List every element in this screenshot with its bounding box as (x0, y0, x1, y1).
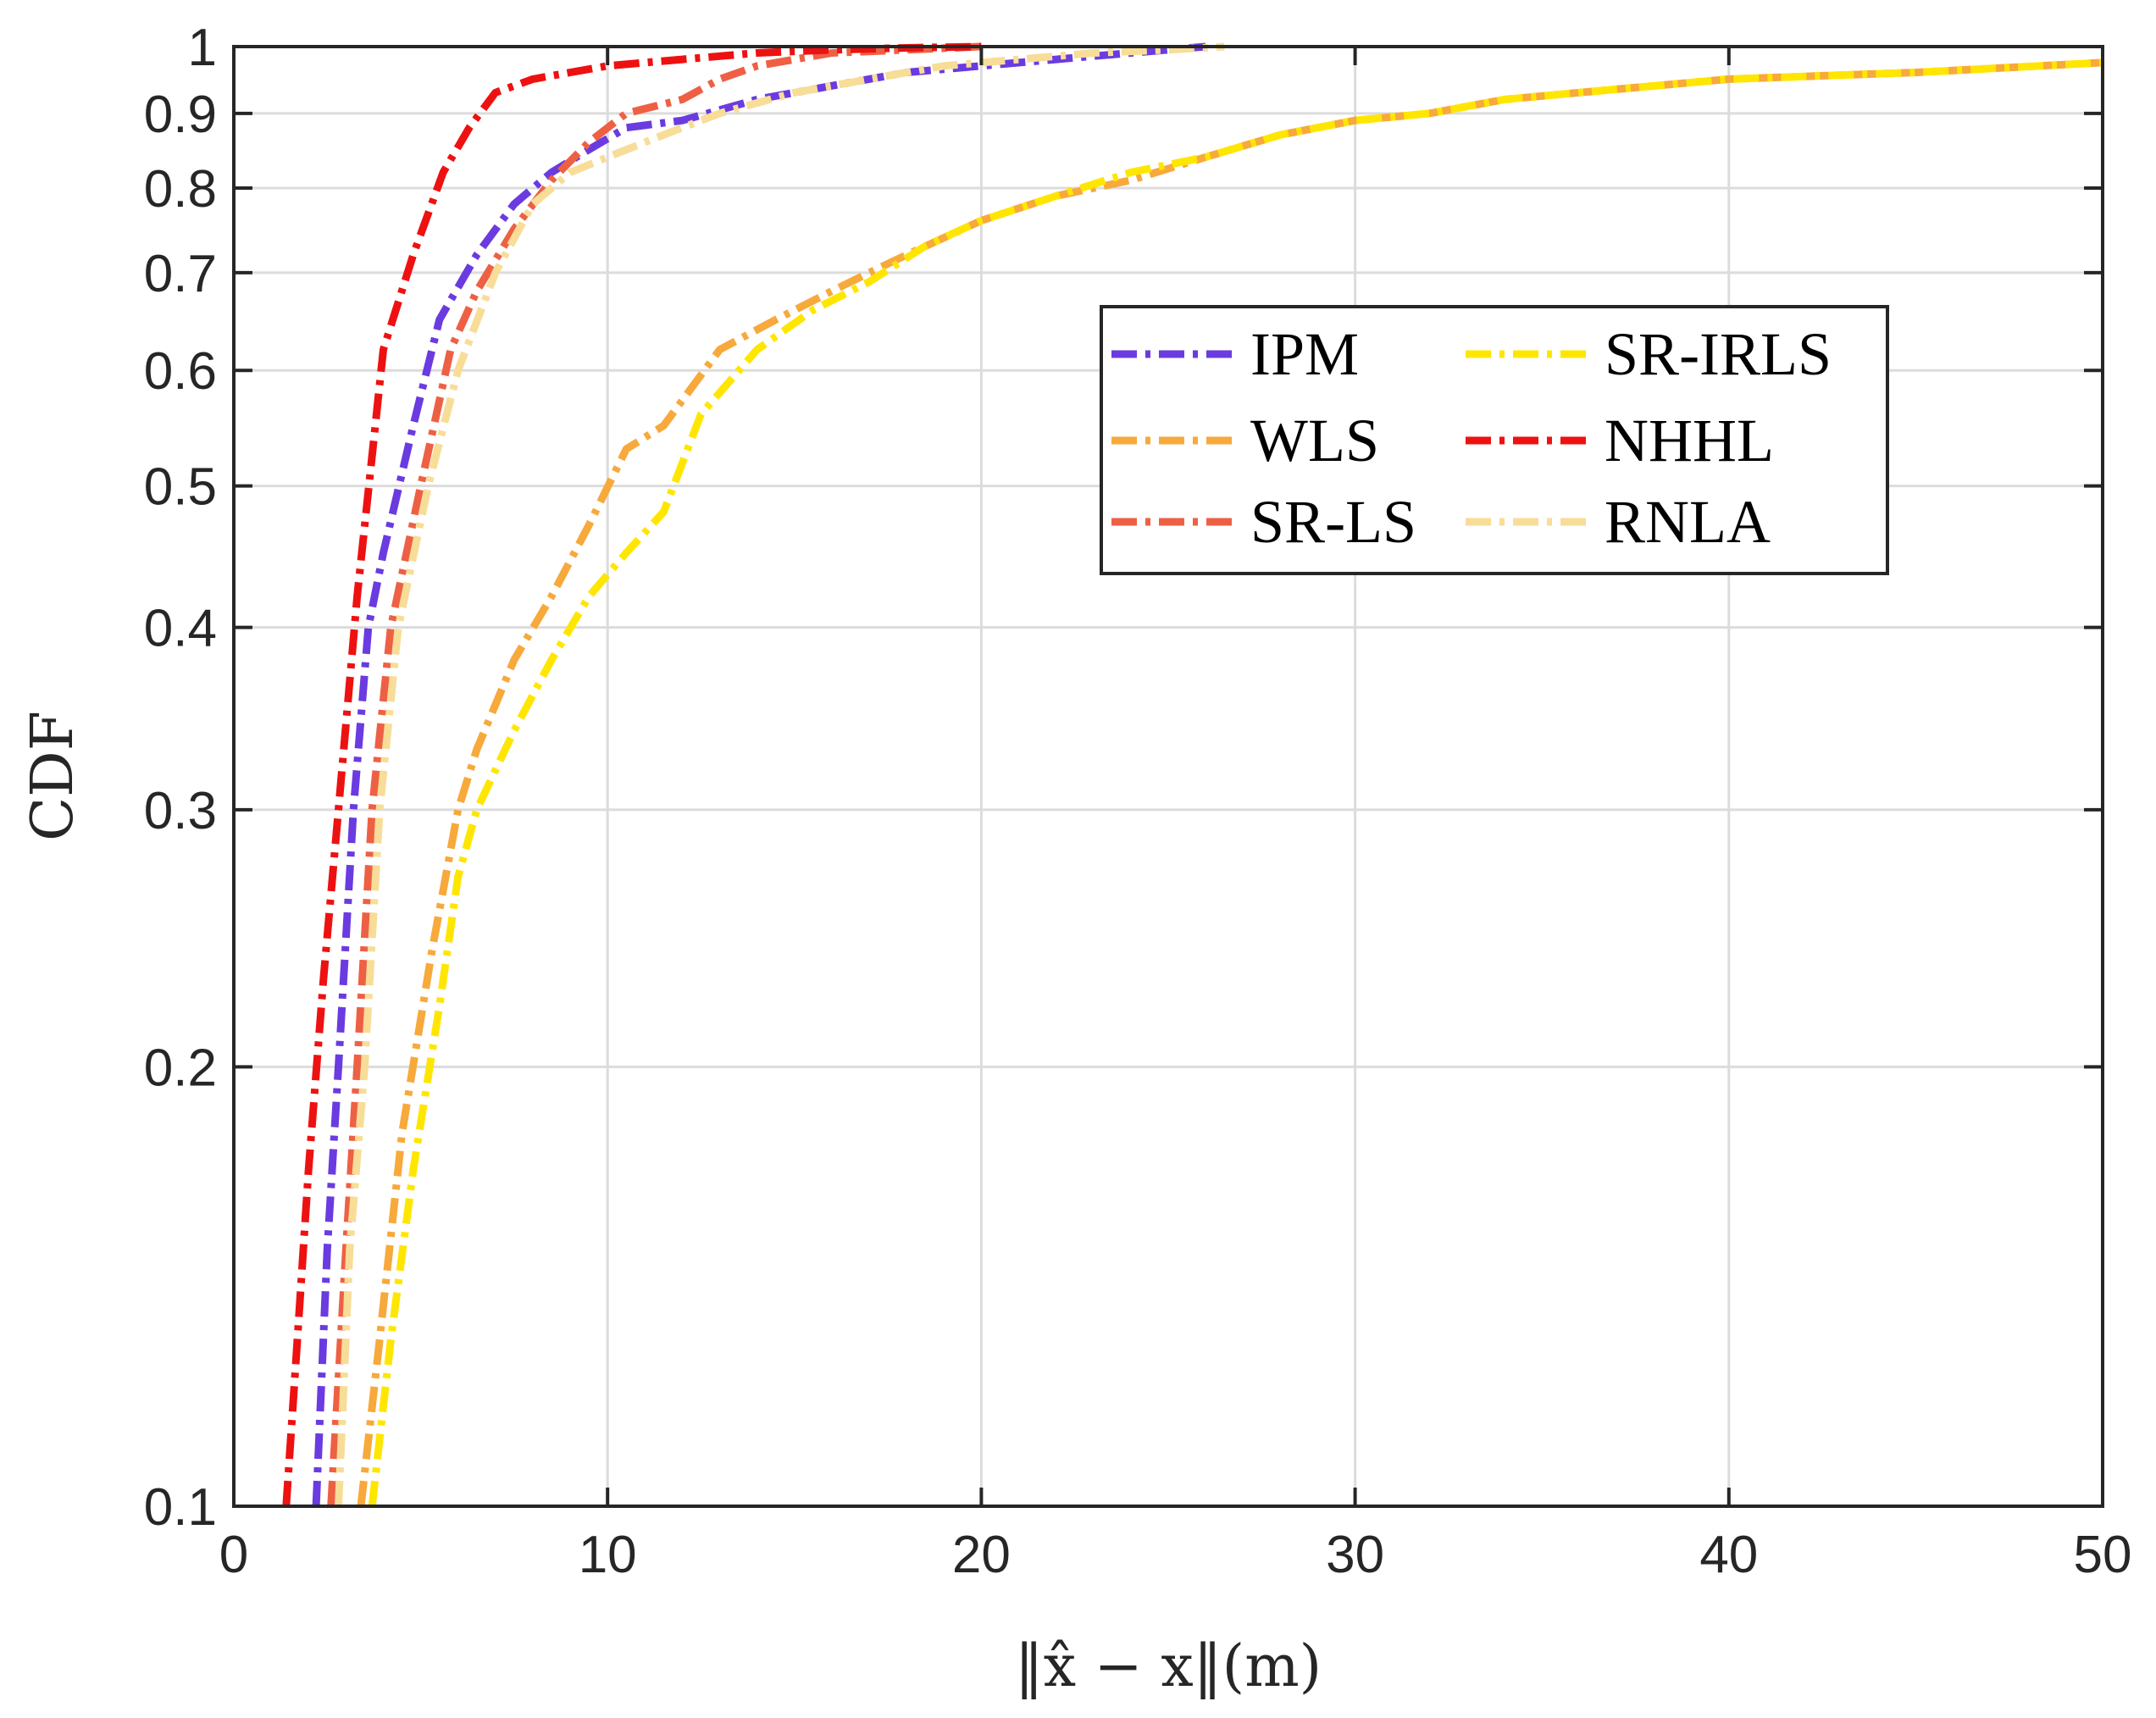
legend-label-sr-irls: SR-IRLS (1605, 320, 1832, 388)
x-axis-label: ‖x̂ − x‖(m) (1015, 1633, 1322, 1700)
y-tick-label: 0.5 (144, 458, 217, 517)
y-tick-label: 0.7 (144, 245, 217, 303)
x-tick-label: 30 (1326, 1526, 1384, 1584)
x-tick-label: 50 (2074, 1526, 2132, 1584)
y-tick-label: 0.1 (144, 1478, 217, 1537)
series-line-nhhl (282, 42, 982, 1507)
tick-labels: 0 10 20 30 40 50 0.1 0.2 0.3 0.4 0.5 0.6 0.7 0.8 0.9 1 (144, 19, 2132, 1584)
x-tick-label: 0 (219, 1526, 248, 1584)
y-tick-label: 0.4 (144, 600, 217, 658)
legend-box (1100, 305, 1889, 575)
legend-label-ipm: IPM (1250, 320, 1359, 388)
y-tick-label: 1 (188, 19, 217, 77)
series-line-wls (357, 58, 2103, 1507)
series-line-rnla (335, 42, 1225, 1507)
plot-frame (232, 45, 2104, 1508)
legend-label-nhhl: NHHL (1605, 407, 1774, 474)
x-tick-label: 40 (1699, 1526, 1758, 1584)
y-axis-label: CDF (19, 711, 86, 841)
series-line-sr-ls (327, 42, 982, 1507)
legend: IPM WLS SR-LS SR-IRLS NHHL RNLA (1100, 305, 1889, 575)
tick-marks (232, 45, 2104, 1508)
legend-label-wls: WLS (1250, 407, 1379, 474)
y-tick-label: 0.3 (144, 782, 217, 840)
plot-background (234, 47, 2103, 1506)
y-tick-label: 0.8 (144, 160, 217, 219)
x-tick-label: 10 (579, 1526, 637, 1584)
y-tick-label: 0.6 (144, 342, 217, 401)
y-tick-label: 0.9 (144, 86, 217, 144)
legend-label-rnla: RNLA (1605, 488, 1771, 556)
x-tick-label: 20 (952, 1526, 1011, 1584)
series-line-sr-irls (368, 58, 2103, 1507)
legend-label-sr-ls: SR-LS (1250, 488, 1416, 556)
series-layer (282, 42, 2103, 1507)
y-tick-label: 0.2 (144, 1039, 217, 1097)
